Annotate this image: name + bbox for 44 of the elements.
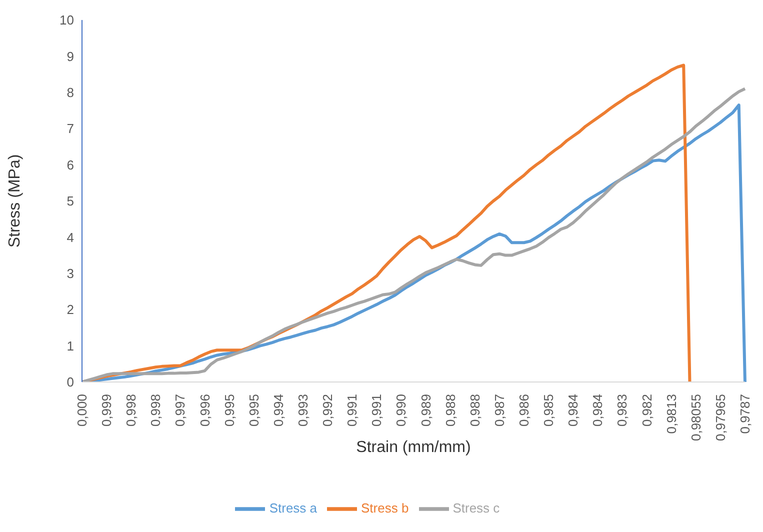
x-tick-label: 0,989 xyxy=(418,394,434,427)
x-tick-label: 0,983 xyxy=(614,394,630,427)
x-tick-label: 0,993 xyxy=(296,394,310,427)
legend-label: Stress a xyxy=(269,500,318,516)
x-tick-label: 0,97965 xyxy=(712,394,728,441)
x-tick-label: 0,988 xyxy=(442,394,458,427)
x-tick-label: 0,982 xyxy=(639,394,654,427)
x-tick-label: 0,991 xyxy=(344,394,360,427)
x-tick-label: 0,994 xyxy=(270,394,286,427)
x-tick-label: 0,98055 xyxy=(688,394,704,441)
y-tick-label: 1 xyxy=(66,338,74,354)
x-tick-label: 0,992 xyxy=(320,394,336,427)
y-tick-label: 8 xyxy=(66,85,74,100)
x-tick-label: 0,991 xyxy=(369,394,384,427)
x-tick-label: 0,998 xyxy=(124,394,139,427)
y-tick-label: 10 xyxy=(60,12,74,28)
y-tick-label: 0 xyxy=(66,374,74,390)
x-tick-label: 0,986 xyxy=(516,394,532,427)
y-tick-label: 9 xyxy=(66,48,74,64)
x-tick-label: 0,9813 xyxy=(664,394,679,434)
y-tick-label: 4 xyxy=(66,230,74,245)
x-tick-label: 0,985 xyxy=(541,394,556,427)
x-tick-label: 0,988 xyxy=(467,394,482,427)
legend-label: Stress c xyxy=(452,500,500,516)
y-tick-label: 5 xyxy=(66,194,74,209)
x-tick-label: 0,996 xyxy=(197,394,212,427)
x-axis-title: Strain (mm/mm) xyxy=(356,439,471,456)
x-tick-label: 0,987 xyxy=(492,394,507,427)
x-tick-label: 0,984 xyxy=(566,394,581,427)
x-tick-label: 0,998 xyxy=(148,394,164,427)
x-tick-label: 0,9787 xyxy=(738,394,752,434)
x-tick-label: 0,995 xyxy=(222,394,237,427)
y-tick-label: 6 xyxy=(66,157,74,172)
y-tick-label: 7 xyxy=(66,121,74,136)
y-axis-title: Stress (MPa) xyxy=(6,154,24,248)
x-tick-label: 0,997 xyxy=(172,394,188,427)
x-tick-label: 0,999 xyxy=(99,394,114,427)
x-tick-label: 0,984 xyxy=(590,394,606,427)
x-tick-label: 0,995 xyxy=(246,394,262,427)
x-tick-label: 0,990 xyxy=(394,394,409,427)
legend-label: Stress b xyxy=(361,500,409,516)
x-tick-label: 0,000 xyxy=(74,394,90,427)
y-tick-label: 2 xyxy=(66,302,74,318)
y-tick-label: 3 xyxy=(66,266,74,282)
